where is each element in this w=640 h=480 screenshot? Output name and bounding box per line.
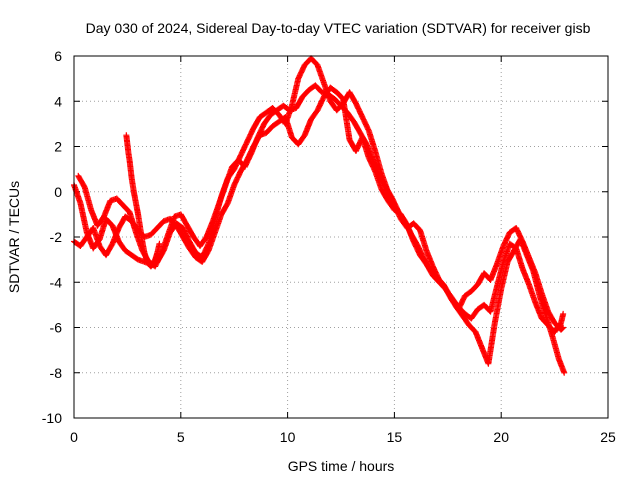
y-tick-label: -8 xyxy=(50,365,63,381)
chart-title: Day 030 of 2024, Sidereal Day-to-day VTE… xyxy=(86,20,591,36)
data-point xyxy=(560,324,567,331)
data-point xyxy=(156,240,163,247)
data-point xyxy=(559,325,566,332)
y-tick-label: -2 xyxy=(50,229,63,245)
x-tick-label: 0 xyxy=(70,429,78,445)
series-track-c xyxy=(75,82,568,376)
series-track-d xyxy=(123,132,163,270)
y-tick-label: -6 xyxy=(50,320,63,336)
y-tick-label: 2 xyxy=(54,139,62,155)
y-tick-label: -4 xyxy=(50,274,63,290)
x-tick-label: 10 xyxy=(280,429,296,445)
x-axis-title: GPS time / hours xyxy=(288,458,395,474)
data-series xyxy=(71,55,568,376)
y-tick-label: -10 xyxy=(42,410,62,426)
data-point xyxy=(560,310,567,317)
x-tick-label: 15 xyxy=(387,429,403,445)
x-tick-label: 20 xyxy=(493,429,509,445)
data-point xyxy=(561,369,568,376)
y-tick-label: 6 xyxy=(54,48,62,64)
x-tick-label: 25 xyxy=(600,429,616,445)
x-tick-label: 5 xyxy=(177,429,185,445)
grid xyxy=(74,56,608,418)
y-tick-label: 0 xyxy=(54,184,62,200)
y-axis-title: SDTVAR / TECUs xyxy=(6,181,22,293)
y-tick-label: 4 xyxy=(54,93,62,109)
series-track-a xyxy=(71,55,567,336)
ticks: 0 5 10 15 20 25 -10 -8 -6 -4 -2 0 2 4 6 xyxy=(42,48,616,445)
plot-frame xyxy=(73,55,609,419)
